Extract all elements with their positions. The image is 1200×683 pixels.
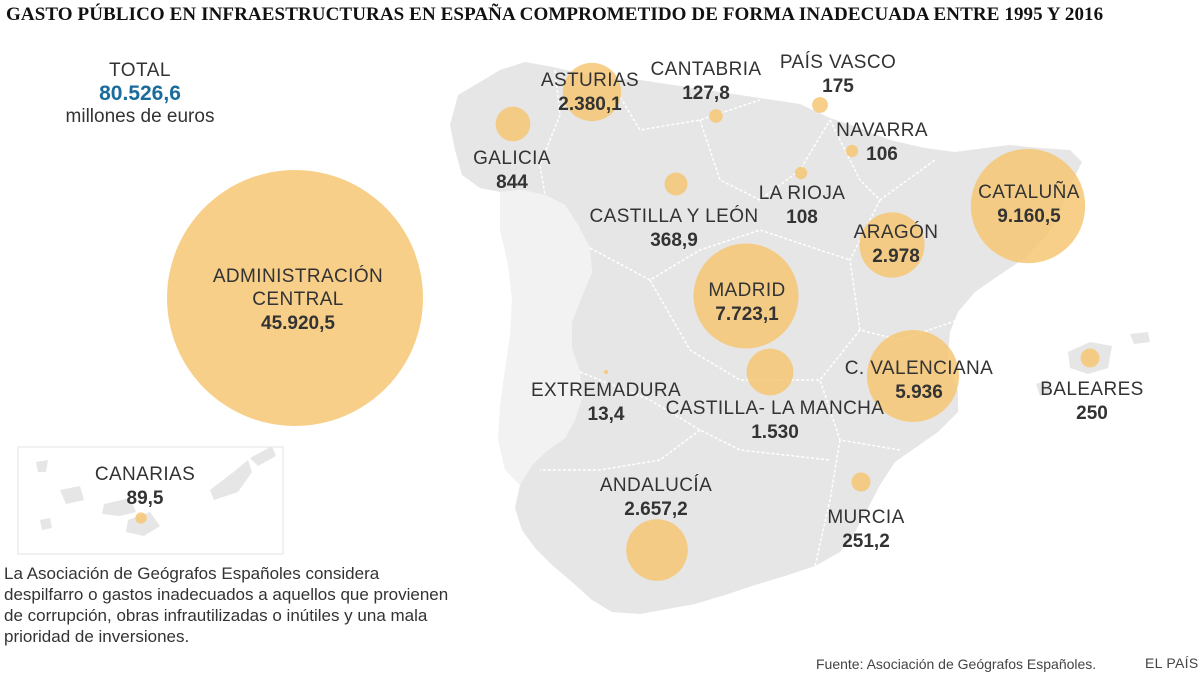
- label-baleares: BALEARES 250: [1040, 379, 1144, 424]
- bubble-baleares: [1080, 348, 1100, 368]
- region-name-madrid: MADRID: [708, 280, 785, 301]
- label-castillayleon: CASTILLA Y LEÓN 368,9: [590, 205, 759, 251]
- bubble-larioja: [794, 166, 808, 180]
- region-name-paisvasco: PAÍS VASCO: [780, 52, 896, 73]
- label-canarias: CANARIAS 89,5: [95, 464, 195, 509]
- label-extremadura: EXTREMADURA 13,4: [531, 380, 681, 425]
- region-value-extremadura: 13,4: [588, 404, 625, 425]
- total-unit: millones de euros: [65, 106, 215, 127]
- canarias-islands: [36, 446, 276, 536]
- label-asturias: ASTURIAS 2.380,1: [541, 70, 639, 115]
- label-aragon: ARAGÓN 2.978: [854, 221, 939, 267]
- region-name-galicia: GALICIA: [473, 148, 551, 169]
- region-name-extremadura: EXTREMADURA: [531, 380, 681, 401]
- brand-logo-text: EL PAÍS: [1145, 655, 1199, 671]
- region-name-cantabria: CANTABRIA: [651, 59, 762, 80]
- region-name-castillayleon: CASTILLA Y LEÓN: [590, 205, 759, 227]
- region-name-murcia: MURCIA: [827, 507, 904, 528]
- bubble-valenciana: [866, 329, 960, 423]
- region-name-asturias: ASTURIAS: [541, 70, 639, 91]
- total-box: TOTAL 80.526,6 millones de euros: [40, 60, 240, 128]
- methodology-note: La Asociación de Geógrafos Españoles con…: [4, 564, 449, 646]
- bubble-canarias: [135, 512, 147, 524]
- region-value-castillalamancha: 1.530: [751, 422, 799, 443]
- region-value-castillayleon: 368,9: [650, 230, 698, 251]
- label-cataluna: CATALUÑA 9.160,5: [978, 181, 1080, 227]
- region-name-cataluna: CATALUÑA: [978, 181, 1080, 203]
- bubble-cataluna: [970, 148, 1086, 264]
- bubble-asturias: [562, 62, 622, 122]
- region-value-navarra: 106: [866, 144, 898, 165]
- label-andalucia: ANDALUCÍA 2.657,2: [600, 475, 712, 520]
- label-castillalamancha: CASTILLA- LA MANCHA 1.530: [666, 398, 885, 443]
- source-credit: Fuente: Asociación de Geógrafos Españole…: [816, 656, 1097, 672]
- region-value-paisvasco: 175: [822, 76, 854, 97]
- region-name-castillalamancha: CASTILLA- LA MANCHA: [666, 398, 885, 419]
- region-value-andalucia: 2.657,2: [624, 499, 687, 520]
- label-larioja: LA RIOJA 108: [759, 183, 846, 228]
- region-value-baleares: 250: [1076, 403, 1108, 424]
- label-paisvasco: PAÍS VASCO 175: [780, 52, 896, 97]
- bubble-castillayleon: [664, 172, 688, 196]
- label-navarra: NAVARRA 106: [836, 120, 928, 165]
- region-name-navarra: NAVARRA: [836, 120, 928, 141]
- region-value-madrid: 7.723,1: [715, 304, 779, 325]
- label-galicia: GALICIA 844: [473, 148, 551, 193]
- bubble-cantabria: [709, 109, 723, 123]
- region-borders: [539, 69, 959, 567]
- region-name-andalucia: ANDALUCÍA: [600, 475, 712, 496]
- region-name-larioja: LA RIOJA: [759, 183, 846, 204]
- bubble-administracion: [167, 170, 423, 426]
- region-name-valenciana: C. VALENCIANA: [845, 358, 993, 379]
- bubble-castillalamancha: [746, 348, 794, 396]
- label-valenciana: C. VALENCIANA 5.936: [845, 358, 993, 403]
- region-value-galicia: 844: [496, 172, 528, 193]
- region-name-aragon: ARAGÓN: [854, 221, 939, 243]
- region-value-valenciana: 5.936: [895, 382, 943, 403]
- region-value-administracion: 45.920,5: [261, 313, 335, 334]
- bubbles-layer: [135, 62, 1100, 581]
- region-name-administracion: ADMINISTRACIÓN: [213, 265, 383, 287]
- portugal-shape: [498, 190, 592, 485]
- total-value: 80.526,6: [99, 82, 181, 105]
- region-name-baleares: BALEARES: [1040, 379, 1144, 400]
- bubble-aragon: [859, 212, 925, 278]
- region-value-asturias: 2.380,1: [558, 94, 622, 115]
- region-value-larioja: 108: [786, 207, 818, 228]
- region-value-cantabria: 127,8: [682, 83, 730, 104]
- bubble-murcia: [851, 472, 871, 492]
- bubble-paisvasco: [812, 97, 828, 113]
- canarias-inset-frame: [17, 446, 284, 555]
- label-madrid: MADRID 7.723,1: [708, 280, 785, 325]
- bubble-madrid: [693, 243, 799, 349]
- region-value-aragon: 2.978: [872, 246, 920, 267]
- bubble-extremadura: [603, 369, 609, 375]
- page-title: GASTO PÚBLICO EN INFRAESTRUCTURAS EN ESP…: [6, 4, 1104, 25]
- label-cantabria: CANTABRIA 127,8: [651, 59, 762, 104]
- region-value-canarias: 89,5: [127, 488, 164, 509]
- region-value-murcia: 251,2: [842, 531, 890, 552]
- total-label: TOTAL: [109, 60, 171, 81]
- region-value-cataluna: 9.160,5: [997, 206, 1061, 227]
- bubble-galicia: [495, 106, 531, 142]
- bubble-andalucia: [626, 519, 688, 581]
- label-murcia: MURCIA 251,2: [827, 507, 904, 552]
- region-name-administracion-2: CENTRAL: [252, 289, 343, 310]
- bubble-navarra: [845, 144, 859, 158]
- region-name-canarias: CANARIAS: [95, 464, 195, 485]
